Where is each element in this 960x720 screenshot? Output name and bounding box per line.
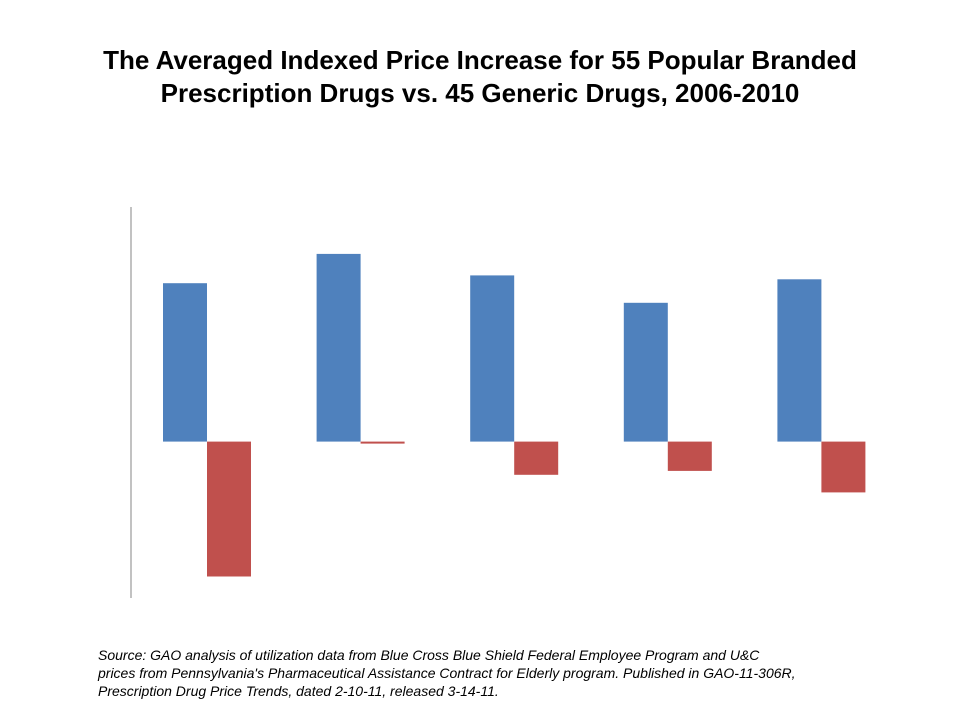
bar-series-1-item-4: [623, 302, 668, 442]
bar-series-1-item-5: [777, 279, 822, 442]
bar-series-2-item-1: [207, 441, 251, 577]
chart-title: The Averaged Indexed Price Increase for …: [30, 44, 930, 110]
chart-title-line-1: The Averaged Indexed Price Increase for …: [103, 45, 857, 75]
source-line-3: Prescription Drug Price Trends, dated 2-…: [98, 683, 499, 699]
source-line-2: prices from Pennsylvania's Pharmaceutica…: [98, 665, 796, 681]
bar-series-1-item-1: [163, 283, 207, 442]
bar-series-1-item-2: [316, 253, 361, 442]
source-note: Source: GAO analysis of utilization data…: [98, 646, 898, 700]
bar-series-1-item-3: [470, 275, 515, 442]
bars-group: [163, 253, 866, 577]
bar-series-2-item-2: [360, 441, 405, 444]
chart-title-line-2: Prescription Drugs vs. 45 Generic Drugs,…: [160, 78, 800, 108]
bar-series-2-item-5: [821, 441, 866, 493]
bar-series-2-item-3: [514, 441, 559, 475]
source-line-1: Source: GAO analysis of utilization data…: [98, 647, 760, 663]
bar-series-2-item-4: [667, 441, 712, 471]
